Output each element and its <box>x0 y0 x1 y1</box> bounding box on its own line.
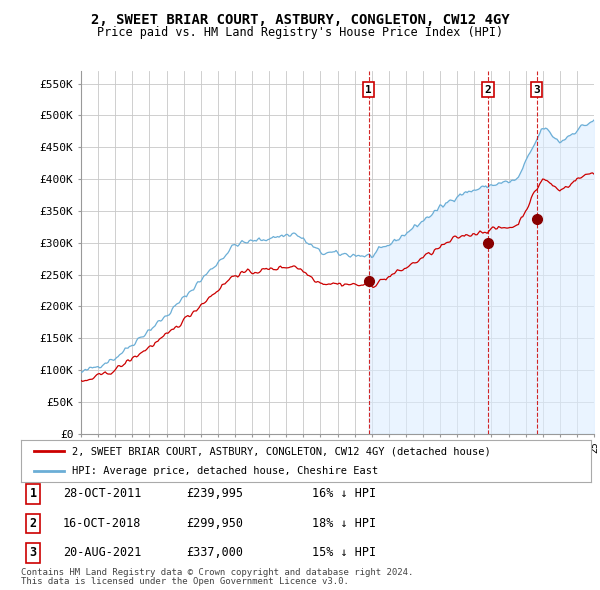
Text: This data is licensed under the Open Government Licence v3.0.: This data is licensed under the Open Gov… <box>21 577 349 586</box>
Text: £299,950: £299,950 <box>186 517 243 530</box>
Text: Price paid vs. HM Land Registry's House Price Index (HPI): Price paid vs. HM Land Registry's House … <box>97 26 503 39</box>
Text: 3: 3 <box>29 546 37 559</box>
Text: 16% ↓ HPI: 16% ↓ HPI <box>312 487 376 500</box>
Text: 15% ↓ HPI: 15% ↓ HPI <box>312 546 376 559</box>
Text: 2, SWEET BRIAR COURT, ASTBURY, CONGLETON, CW12 4GY: 2, SWEET BRIAR COURT, ASTBURY, CONGLETON… <box>91 13 509 27</box>
Text: 18% ↓ HPI: 18% ↓ HPI <box>312 517 376 530</box>
Text: 16-OCT-2018: 16-OCT-2018 <box>63 517 142 530</box>
Text: HPI: Average price, detached house, Cheshire East: HPI: Average price, detached house, Ches… <box>73 467 379 476</box>
Text: 20-AUG-2021: 20-AUG-2021 <box>63 546 142 559</box>
Text: 2: 2 <box>29 517 37 530</box>
Text: 3: 3 <box>533 85 540 95</box>
Text: 1: 1 <box>365 85 372 95</box>
Text: £337,000: £337,000 <box>186 546 243 559</box>
Text: 2: 2 <box>484 85 491 95</box>
Text: Contains HM Land Registry data © Crown copyright and database right 2024.: Contains HM Land Registry data © Crown c… <box>21 568 413 577</box>
Text: 28-OCT-2011: 28-OCT-2011 <box>63 487 142 500</box>
Text: 1: 1 <box>29 487 37 500</box>
Text: £239,995: £239,995 <box>186 487 243 500</box>
Text: 2, SWEET BRIAR COURT, ASTBURY, CONGLETON, CW12 4GY (detached house): 2, SWEET BRIAR COURT, ASTBURY, CONGLETON… <box>73 446 491 456</box>
